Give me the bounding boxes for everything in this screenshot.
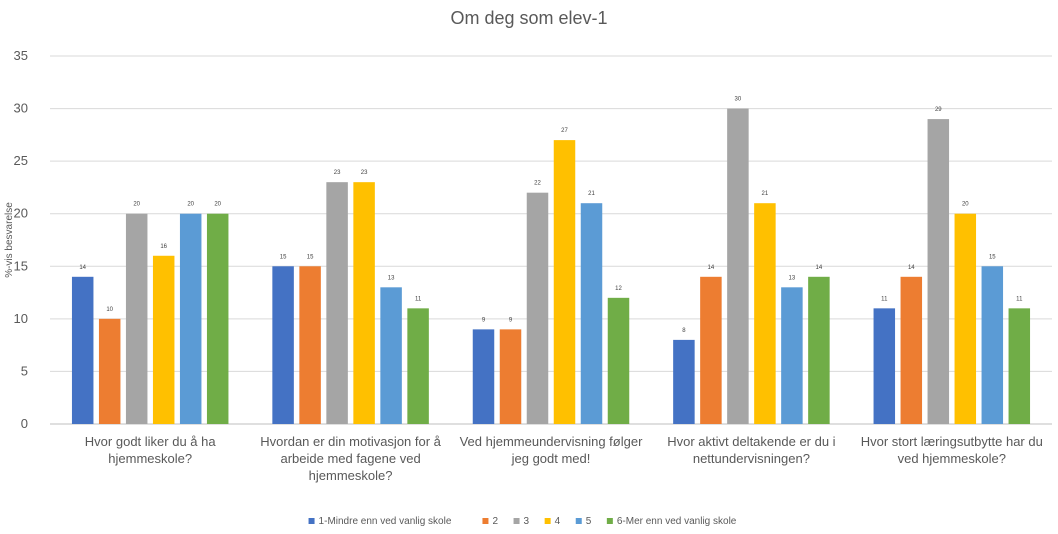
bar xyxy=(407,308,429,424)
legend-swatch xyxy=(482,518,489,524)
bar xyxy=(580,203,603,424)
y-tick-label: 5 xyxy=(21,363,28,378)
x-category-label: Ved hjemmeundervisning følger jeg godt me… xyxy=(460,434,643,466)
data-label: 21 xyxy=(588,191,595,197)
bars xyxy=(71,108,1031,425)
bar xyxy=(71,276,94,424)
legend: 1-Mindre enn ved vanlig skole 2 3 4 5 6-Mer e… xyxy=(308,516,737,527)
data-label: 11 xyxy=(881,296,888,302)
legend-swatch xyxy=(575,518,582,524)
bar xyxy=(526,192,549,424)
bar xyxy=(472,329,495,424)
bar xyxy=(607,297,630,424)
x-category-label: Hvordan er din motivasjon for å arbeide m… xyxy=(260,434,441,483)
bar xyxy=(353,182,375,424)
data-label: 23 xyxy=(334,170,341,176)
bar xyxy=(700,276,722,424)
data-label: 10 xyxy=(106,307,113,313)
bar xyxy=(380,287,402,424)
legend-label: 1-Mindre enn ved vanlig skole xyxy=(319,516,452,527)
bar xyxy=(326,182,348,424)
bar xyxy=(673,339,695,424)
data-label: 22 xyxy=(534,181,541,187)
data-label: 23 xyxy=(361,170,368,176)
data-label: 9 xyxy=(509,317,513,323)
y-tick-label: 20 xyxy=(14,206,28,221)
legend-label: 2 xyxy=(492,516,498,527)
y-tick-label: 0 xyxy=(21,416,28,431)
data-label: 30 xyxy=(735,97,742,103)
data-label: 20 xyxy=(214,202,221,208)
bar xyxy=(179,213,202,424)
data-label: 11 xyxy=(1016,296,1023,302)
x-category-label: Hvor stort læringsutbytte har du ved hjem… xyxy=(861,434,1043,466)
bar xyxy=(152,255,175,424)
bar xyxy=(125,213,148,424)
y-tick-label: 10 xyxy=(14,311,28,326)
legend-swatch xyxy=(544,518,551,524)
bar xyxy=(299,266,321,424)
legend-swatch xyxy=(606,518,613,524)
data-label: 14 xyxy=(908,265,915,271)
data-label: 27 xyxy=(561,128,568,134)
chart-title: Om deg som elev-1 xyxy=(450,8,607,28)
bar xyxy=(553,140,576,424)
y-tick-label: 15 xyxy=(14,258,28,273)
bar xyxy=(499,329,522,424)
legend-label: 5 xyxy=(586,516,592,527)
data-label: 14 xyxy=(816,265,823,271)
data-label: 15 xyxy=(989,254,996,260)
y-tick-label: 25 xyxy=(14,153,28,168)
x-category-labels: Hvor godt liker du å ha hjemmeskole? Hvord… xyxy=(85,434,1043,483)
bar xyxy=(1008,308,1031,424)
data-label: 12 xyxy=(615,286,622,292)
data-label: 20 xyxy=(962,202,969,208)
bar xyxy=(954,213,977,424)
data-label: 13 xyxy=(789,275,796,281)
legend-label: 6-Mer enn ved vanlig skole xyxy=(617,516,737,527)
legend-label: 3 xyxy=(524,516,530,527)
data-label: 20 xyxy=(133,202,140,208)
bar xyxy=(808,276,830,424)
y-tick-labels: 0 5 10 15 20 25 30 35 xyxy=(14,48,28,431)
y-tick-label: 30 xyxy=(14,101,28,116)
legend-label: 4 xyxy=(555,516,561,527)
bar xyxy=(206,213,229,424)
data-label: 15 xyxy=(280,254,287,260)
data-label: 14 xyxy=(79,265,86,271)
data-label: 14 xyxy=(708,265,715,271)
bar xyxy=(873,308,896,424)
data-label: 15 xyxy=(307,254,314,260)
data-label: 8 xyxy=(682,328,686,334)
legend-swatch xyxy=(308,518,315,524)
data-label: 16 xyxy=(160,244,167,250)
data-label: 20 xyxy=(187,202,194,208)
x-category-label: Hvor godt liker du å ha hjemmeskole? xyxy=(85,434,217,466)
bar xyxy=(98,318,121,424)
y-axis-label: %-vis besvarelse xyxy=(4,202,15,278)
data-label: 29 xyxy=(935,107,942,113)
bar xyxy=(727,108,749,425)
data-label: 11 xyxy=(415,296,422,302)
bar xyxy=(272,266,294,424)
data-label: 13 xyxy=(388,275,395,281)
data-label: 9 xyxy=(482,317,486,323)
data-labels: 14 15 9 8 11 10 15 9 14 14 20 23 22 30 29 16 23 27 21 20 20 1… xyxy=(79,97,1023,334)
legend-swatch xyxy=(513,518,520,524)
bar xyxy=(981,266,1004,424)
x-category-label: Hvor aktivt deltakende er du i nettunderv… xyxy=(667,434,835,466)
bar xyxy=(927,119,950,424)
bar xyxy=(754,203,776,424)
bar xyxy=(781,287,803,424)
y-tick-label: 35 xyxy=(14,48,28,63)
bar xyxy=(900,276,923,424)
data-label: 21 xyxy=(762,191,769,197)
